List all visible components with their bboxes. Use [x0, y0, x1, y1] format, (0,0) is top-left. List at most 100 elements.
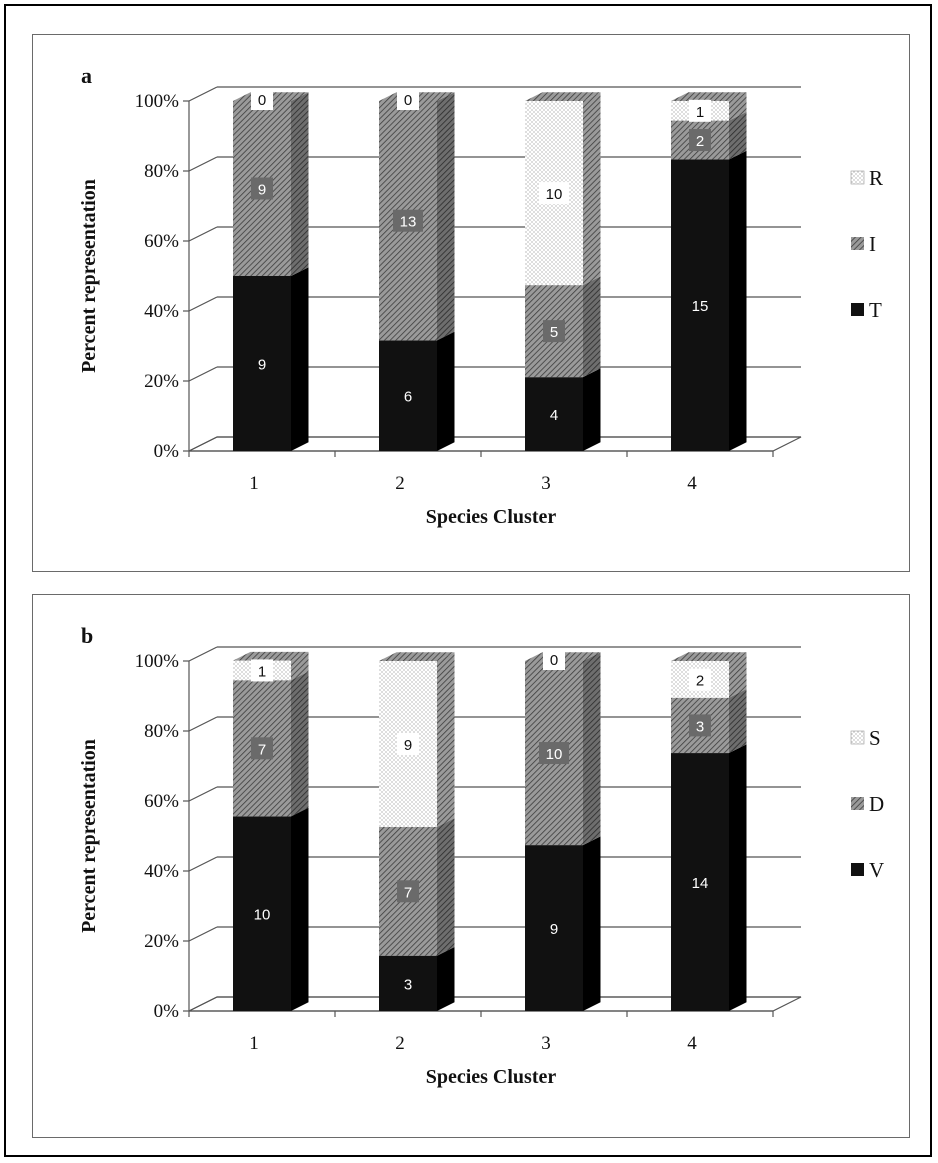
gridline-depth	[188, 226, 218, 242]
gridline-depth	[188, 926, 218, 942]
data-label-box	[689, 714, 711, 737]
data-label-box	[251, 88, 273, 110]
bar-side-V-cluster-4	[729, 744, 747, 1011]
bar-side-D-cluster-1	[291, 671, 309, 817]
bar-side-D-cluster-4	[729, 689, 747, 754]
data-label-R-cluster-4: 1	[696, 104, 704, 121]
bar-T-cluster-2	[379, 340, 437, 451]
y-tick-label: 20%	[144, 371, 179, 392]
bar-side-D-cluster-3	[583, 652, 601, 846]
bar-top-cluster-2	[379, 652, 455, 661]
y-tick-label: 0%	[154, 441, 180, 462]
data-label-box	[393, 209, 423, 232]
y-tick-label: 80%	[144, 721, 179, 742]
y-axis-title: Percent representation	[78, 179, 100, 373]
figure-frame	[4, 4, 932, 1157]
bar-side-V-cluster-2	[437, 946, 455, 1011]
data-label-box	[689, 99, 711, 122]
data-label-R-cluster-2: 0	[404, 92, 412, 109]
bar-top-cluster-3	[525, 92, 601, 101]
y-tick-label: 60%	[144, 231, 179, 252]
data-label-box	[251, 177, 273, 200]
bar-side-T-cluster-4	[729, 150, 747, 451]
x-tick-label: 3	[541, 473, 551, 494]
legend-label-D: D	[869, 792, 884, 816]
data-label-box	[543, 648, 565, 670]
data-label-V-cluster-4: 14	[692, 875, 709, 892]
bar-T-cluster-1	[233, 276, 291, 451]
bar-side-V-cluster-3	[583, 836, 601, 1011]
chart-panel-a: 0% 20% 40% 60% 80% 100% 9 9 0 1 6 13 0 2 4 5 10 3 15 2 1 4 a Pe…	[32, 34, 910, 572]
data-label-S-cluster-3: 0	[550, 652, 558, 669]
data-label-box	[689, 129, 711, 152]
bar-V-cluster-2	[379, 955, 437, 1011]
data-label-V-cluster-1: 10	[254, 907, 271, 924]
legend-label-R: R	[869, 166, 883, 190]
data-label-T-cluster-3: 4	[550, 407, 558, 424]
bar-V-cluster-3	[525, 845, 583, 1011]
y-tick-label: 40%	[144, 301, 179, 322]
bar-side-T-cluster-3	[583, 368, 601, 451]
panel-label: b	[81, 623, 93, 648]
y-tick-label: 0%	[154, 1001, 180, 1022]
bar-side-R-cluster-4	[729, 92, 747, 121]
bar-side-I-cluster-1	[291, 92, 309, 276]
bar-top-cluster-1	[233, 651, 309, 661]
x-tick-label: 2	[395, 473, 405, 494]
bar-side-T-cluster-2	[437, 331, 455, 451]
legend-label-S: S	[869, 726, 881, 750]
gridline-depth	[188, 996, 218, 1012]
data-label-box	[543, 320, 565, 343]
gridline-depth	[188, 156, 218, 172]
gridline-depth	[188, 716, 218, 732]
data-label-I-cluster-1: 9	[258, 182, 266, 199]
data-label-T-cluster-2: 6	[404, 389, 412, 406]
bar-side-D-cluster-2	[437, 818, 455, 956]
gridline-depth	[188, 646, 218, 662]
bar-side-I-cluster-4	[729, 111, 747, 160]
data-label-D-cluster-1: 7	[258, 741, 266, 758]
chart-b-svg: 0% 20% 40% 60% 80% 100% 10 7 1 1 3 7 9 2 9 10 0 3 14 3 2 4 b Pe…	[78, 623, 884, 1088]
legend-swatch-V	[851, 863, 864, 876]
data-label-S-cluster-1: 1	[258, 663, 266, 680]
data-label-box	[397, 88, 419, 110]
legend-label-I: I	[869, 232, 876, 256]
gridline-depth	[188, 786, 218, 802]
gridline-depth	[188, 436, 218, 452]
bar-top-cluster-4	[671, 652, 747, 661]
x-tick-label: 1	[249, 473, 259, 494]
data-label-box	[689, 668, 711, 691]
legend-label-V: V	[869, 858, 884, 882]
data-label-D-cluster-4: 3	[696, 718, 704, 735]
legend-swatch-T	[851, 303, 864, 316]
gridline-depth	[188, 86, 218, 102]
y-tick-label: 60%	[144, 791, 179, 812]
x-tick-label: 3	[541, 1033, 551, 1054]
data-label-V-cluster-2: 3	[404, 976, 412, 993]
chart-a-svg: 0% 20% 40% 60% 80% 100% 9 9 0 1 6 13 0 2 4 5 10 3 15 2 1 4 a Pe…	[78, 63, 883, 528]
legend-swatch-I	[851, 237, 864, 250]
data-label-V-cluster-3: 9	[550, 921, 558, 938]
chart-panel-b: 0% 20% 40% 60% 80% 100% 10 7 1 1 3 7 9 2 9 10 0 3 14 3 2 4 b Pe…	[32, 594, 910, 1138]
legend-label-T: T	[869, 298, 882, 322]
bar-side-T-cluster-1	[291, 267, 309, 451]
panel-label: a	[81, 63, 92, 88]
legend-swatch-D	[851, 797, 864, 810]
x-tick-label: 2	[395, 1033, 405, 1054]
data-label-box	[397, 732, 419, 755]
gridline-depth	[188, 366, 218, 382]
x-axis-title: Species Cluster	[426, 506, 557, 528]
x-tick-label: 4	[687, 473, 697, 494]
bar-V-cluster-1	[233, 816, 291, 1011]
legend-swatch-R	[850, 170, 865, 185]
bar-top-cluster-4	[671, 92, 747, 101]
bar-side-R-cluster-3	[583, 92, 601, 286]
data-label-R-cluster-1: 0	[258, 92, 266, 109]
data-label-R-cluster-3: 10	[546, 186, 563, 203]
data-label-box	[397, 880, 419, 903]
bar-side-S-cluster-4	[729, 652, 747, 698]
bar-side-S-cluster-2	[437, 652, 455, 827]
y-tick-label: 100%	[135, 91, 180, 112]
data-label-I-cluster-4: 2	[696, 133, 704, 150]
y-tick-label: 100%	[135, 651, 180, 672]
